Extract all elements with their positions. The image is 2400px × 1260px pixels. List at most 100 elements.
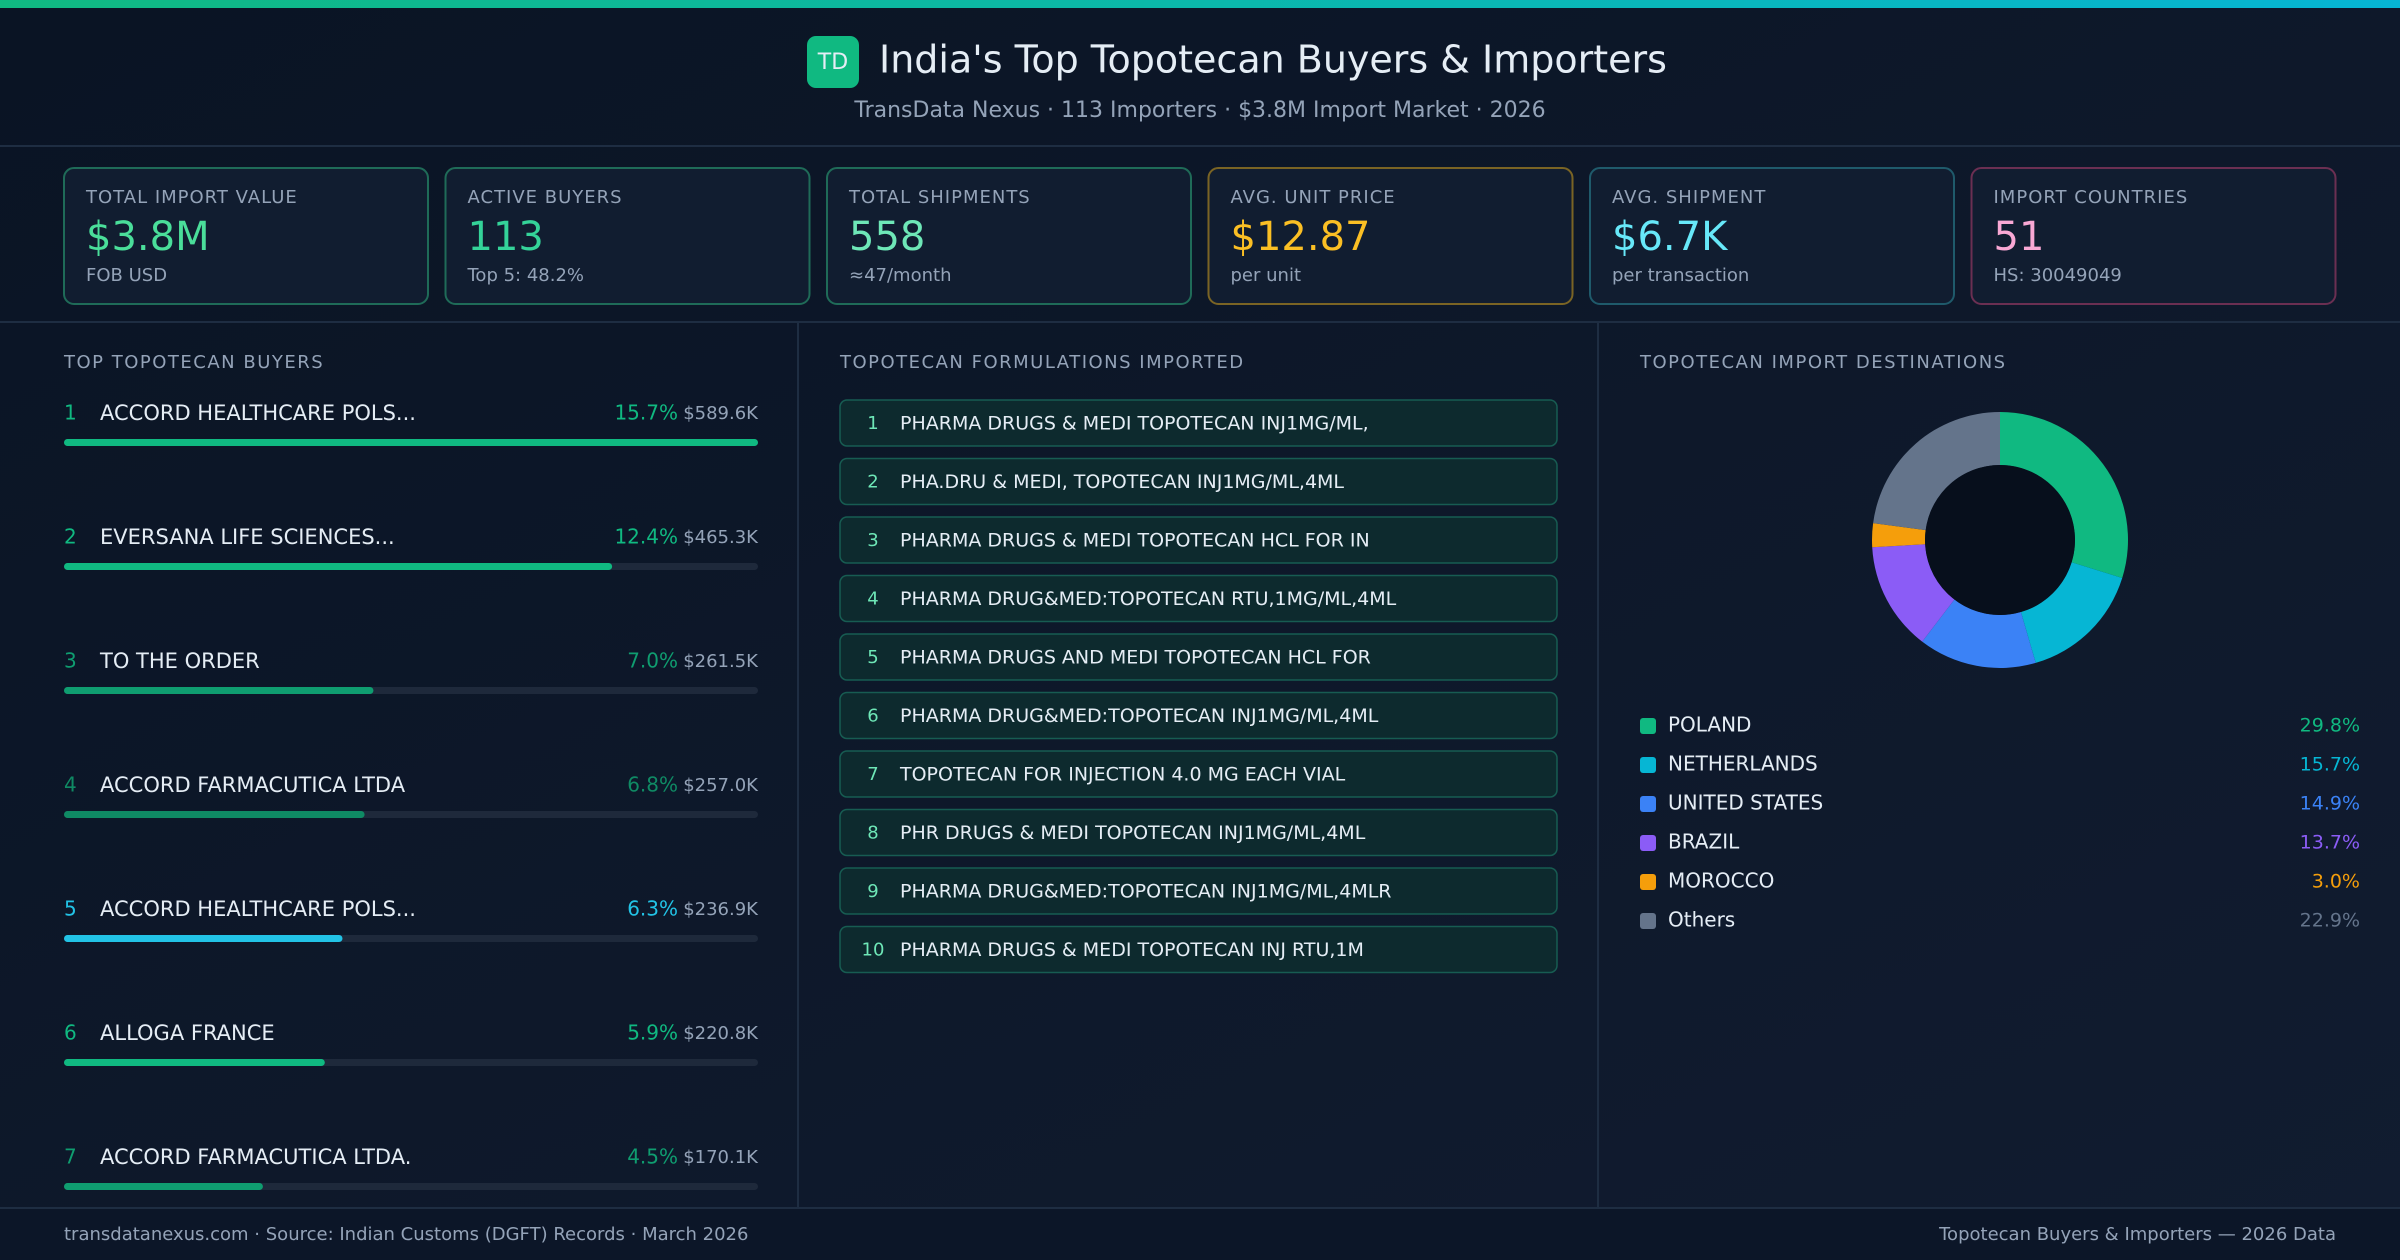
kpi-value: 51 <box>1994 214 2045 260</box>
buyer-value: $170.1K <box>683 1147 759 1168</box>
kpi-card <box>826 167 1192 305</box>
kpi-label: AVG. UNIT PRICE <box>1231 187 1396 208</box>
kpi-sub: per unit <box>1231 265 1302 286</box>
buyer-value: $257.0K <box>683 775 759 796</box>
rank: 6 <box>867 706 878 727</box>
footer-bg <box>0 1208 2400 1260</box>
legend-value: 29.8% <box>2300 715 2360 737</box>
donut-slice <box>2020 562 2123 663</box>
buyer-share: 4.5% <box>627 1145 678 1169</box>
rank: 3 <box>867 530 878 551</box>
kpi-sub: Top 5: 48.2% <box>467 265 585 286</box>
buyer-share: 5.9% <box>627 1021 678 1045</box>
formulation-box <box>839 867 1558 915</box>
rank: 7 <box>64 1145 77 1169</box>
badge-text: TD <box>817 50 848 75</box>
legend-swatch <box>1640 874 1656 890</box>
bar <box>64 439 758 446</box>
section-title: TOPOTECAN IMPORT DESTINATIONS <box>1639 352 2007 373</box>
rank: 9 <box>867 881 878 902</box>
buyer-share: 7.0% <box>627 649 678 673</box>
legend-value: 22.9% <box>2300 910 2360 932</box>
formulation-box <box>839 691 1558 740</box>
buyer-name: EVERSANA LIFE SCIENCES... <box>100 525 395 549</box>
buyer-share: 12.4% <box>614 525 678 549</box>
formulation-name: PHARMA DRUG&MED:TOPOTECAN INJ1MG/ML,4MLR <box>900 881 1392 903</box>
section-title: TOP TOPOTECAN BUYERS <box>63 352 324 373</box>
bar <box>64 811 365 818</box>
rank: 4 <box>867 589 878 610</box>
footer-right: Topotecan Buyers & Importers — 2026 Data <box>1938 1224 2336 1245</box>
rank: 10 <box>862 940 885 961</box>
subtitle: TransData Nexus · 113 Importers · $3.8M … <box>853 98 1545 123</box>
kpi-label: AVG. SHIPMENT <box>1612 187 1766 208</box>
kpi-sub: per transaction <box>1612 265 1749 286</box>
kpi-value: $12.87 <box>1231 214 1371 260</box>
legend-label: POLAND <box>1668 713 1751 737</box>
kpi-value: 113 <box>468 214 544 260</box>
formulation-box <box>839 750 1558 798</box>
bar <box>64 935 343 942</box>
section-title: TOPOTECAN FORMULATIONS IMPORTED <box>839 352 1245 373</box>
bar <box>64 563 613 570</box>
buyer-name: ACCORD HEALTHCARE POLS... <box>100 897 416 921</box>
rank: 7 <box>867 764 878 785</box>
buyer-value: $589.6K <box>683 403 759 424</box>
donut-slice <box>1872 523 1926 548</box>
donut-slice <box>1922 599 2036 668</box>
formulation-box <box>839 516 1558 564</box>
bar <box>64 1183 263 1190</box>
rank: 2 <box>64 525 77 549</box>
formulation-box <box>839 925 1558 974</box>
kpi-card <box>1589 167 1955 305</box>
legend-label: NETHERLANDS <box>1668 752 1818 776</box>
legend-swatch <box>1640 796 1656 812</box>
kpi-card <box>444 167 811 305</box>
legend-swatch <box>1640 718 1656 734</box>
kpi-card <box>1970 167 2337 305</box>
legend-swatch <box>1640 757 1656 773</box>
buyer-name: TO THE ORDER <box>99 649 260 673</box>
buyer-name: ACCORD HEALTHCARE POLS... <box>100 401 416 425</box>
formulation-name: TOPOTECAN FOR INJECTION 4.0 MG EACH VIAL <box>899 764 1346 786</box>
kpi-label: IMPORT COUNTRIES <box>1994 187 2189 208</box>
kpi-value: $6.7K <box>1612 214 1729 260</box>
kpi-label: TOTAL IMPORT VALUE <box>85 187 298 208</box>
kpi-sub: FOB USD <box>86 265 167 286</box>
buyer-value: $261.5K <box>683 651 759 672</box>
rank: 4 <box>64 773 77 797</box>
rank: 3 <box>64 649 77 673</box>
title: India's Top Topotecan Buyers & Importers <box>879 38 1667 82</box>
footer-left: transdatanexus.com · Source: Indian Cust… <box>64 1224 748 1245</box>
legend-label: Others <box>1668 908 1735 932</box>
formulation-box <box>839 457 1558 506</box>
rank: 2 <box>867 472 878 493</box>
rank: 8 <box>867 823 878 844</box>
donut-hole <box>1925 465 2075 615</box>
buyer-value: $236.9K <box>683 899 759 920</box>
formulation-box <box>839 808 1558 857</box>
bar <box>64 687 374 694</box>
legend-value: 15.7% <box>2300 754 2360 776</box>
buyer-share: 6.8% <box>627 773 678 797</box>
formulation-box <box>839 574 1558 623</box>
kpi-sub: ≈47/month <box>849 265 951 286</box>
kpi-value: $3.8M <box>86 214 210 260</box>
kpi-sub: HS: 30049049 <box>1994 265 2122 286</box>
formulation-name: PHARMA DRUGS AND MEDI TOPOTECAN HCL FOR <box>900 647 1371 669</box>
legend-value: 14.9% <box>2300 793 2360 815</box>
top-bar <box>0 0 2400 8</box>
buyer-name: ALLOGA FRANCE <box>100 1021 275 1045</box>
buyer-value: $465.3K <box>683 527 759 548</box>
rank: 6 <box>64 1021 77 1045</box>
legend-label: UNITED STATES <box>1668 791 1823 815</box>
rank: 5 <box>64 897 77 921</box>
formulation-name: PHR DRUGS & MEDI TOPOTECAN INJ1MG/ML,4ML <box>900 822 1366 844</box>
formulation-box <box>839 633 1558 681</box>
donut-slice <box>1873 412 2000 531</box>
formulation-name: PHARMA DRUGS & MEDI TOPOTECAN HCL FOR IN <box>900 530 1370 552</box>
legend-label: MOROCCO <box>1668 869 1774 893</box>
buyer-share: 6.3% <box>627 897 678 921</box>
legend-swatch <box>1640 913 1656 929</box>
